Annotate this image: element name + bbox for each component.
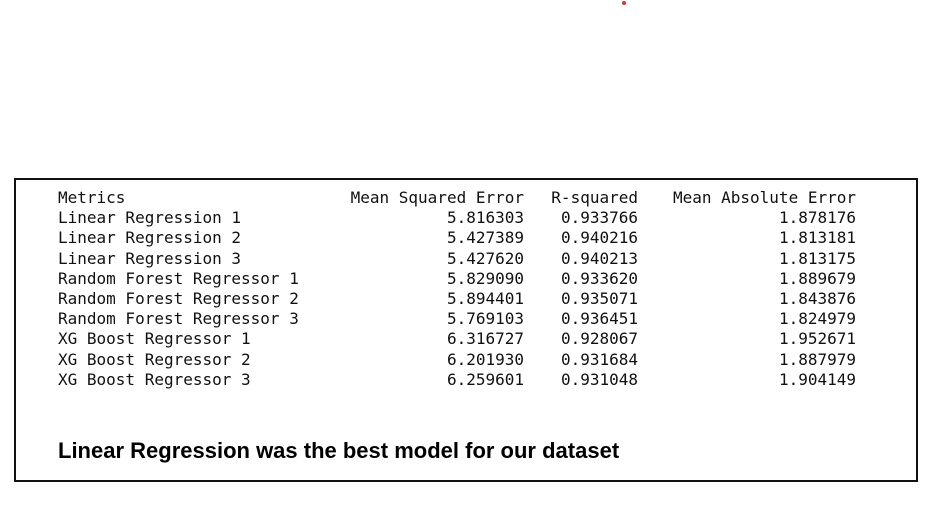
table-row: XG Boost Regressor 1 6.316727 0.928067 1… bbox=[58, 329, 856, 349]
mse-value: 6.259601 bbox=[446, 369, 524, 389]
r-squared-value: 0.940213 bbox=[560, 248, 638, 268]
table-row: Linear Regression 1 5.816303 0.933766 1.… bbox=[58, 208, 856, 228]
r-squared-value: 0.933620 bbox=[560, 268, 638, 288]
r-squared-value: 0.936451 bbox=[560, 309, 638, 329]
model-name: XG Boost Regressor 3 bbox=[58, 369, 251, 389]
mse-value: 5.894401 bbox=[446, 289, 524, 309]
model-name: XG Boost Regressor 2 bbox=[58, 349, 251, 369]
conclusion-text: Linear Regression was the best model for… bbox=[58, 438, 620, 463]
model-name: Random Forest Regressor 2 bbox=[58, 289, 299, 309]
mae-value: 1.952671 bbox=[778, 329, 856, 349]
header-metrics: Metrics bbox=[58, 188, 126, 207]
metrics-table: Metrics Mean Squared Error R-squared Mea… bbox=[58, 188, 856, 390]
r-squared-value: 0.940216 bbox=[560, 228, 638, 248]
table-row: XG Boost Regressor 2 6.201930 0.931684 1… bbox=[58, 350, 856, 370]
table-row: Linear Regression 3 5.427620 0.940213 1.… bbox=[58, 249, 856, 269]
mae-value: 1.843876 bbox=[778, 289, 856, 309]
mse-value: 5.769103 bbox=[446, 309, 524, 329]
mse-value: 6.316727 bbox=[446, 329, 524, 349]
mae-value: 1.824979 bbox=[778, 309, 856, 329]
model-name: Linear Regression 3 bbox=[58, 248, 242, 268]
mae-value: 1.813181 bbox=[778, 228, 856, 248]
header-r-squared: R-squared bbox=[551, 188, 638, 207]
mse-value: 5.816303 bbox=[446, 208, 524, 228]
model-name: Random Forest Regressor 3 bbox=[58, 309, 299, 329]
mae-value: 1.889679 bbox=[778, 268, 856, 288]
mae-value: 1.813175 bbox=[778, 248, 856, 268]
r-squared-value: 0.928067 bbox=[560, 329, 638, 349]
table-row: XG Boost Regressor 3 6.259601 0.931048 1… bbox=[58, 370, 856, 390]
model-name: Linear Regression 2 bbox=[58, 228, 242, 248]
mae-value: 1.887979 bbox=[778, 349, 856, 369]
mae-value: 1.904149 bbox=[778, 369, 856, 389]
table-header-row: Metrics Mean Squared Error R-squared Mea… bbox=[58, 188, 856, 208]
r-squared-value: 0.931048 bbox=[560, 369, 638, 389]
mse-value: 5.427389 bbox=[446, 228, 524, 248]
r-squared-value: 0.931684 bbox=[560, 349, 638, 369]
red-dot-marker bbox=[622, 1, 626, 5]
header-mse: Mean Squared Error bbox=[350, 188, 524, 207]
model-name: XG Boost Regressor 1 bbox=[58, 329, 251, 349]
mse-value: 5.427620 bbox=[446, 248, 524, 268]
header-mae: Mean Absolute Error bbox=[672, 188, 856, 207]
mae-value: 1.878176 bbox=[778, 208, 856, 228]
table-row: Random Forest Regressor 1 5.829090 0.933… bbox=[58, 269, 856, 289]
mse-value: 6.201930 bbox=[446, 349, 524, 369]
model-name: Random Forest Regressor 1 bbox=[58, 268, 299, 288]
r-squared-value: 0.933766 bbox=[560, 208, 638, 228]
r-squared-value: 0.935071 bbox=[560, 289, 638, 309]
results-panel: Metrics Mean Squared Error R-squared Mea… bbox=[14, 178, 918, 482]
table-row: Random Forest Regressor 2 5.894401 0.935… bbox=[58, 289, 856, 309]
mse-value: 5.829090 bbox=[446, 268, 524, 288]
table-row: Linear Regression 2 5.427389 0.940216 1.… bbox=[58, 228, 856, 248]
model-name: Linear Regression 1 bbox=[58, 208, 242, 228]
table-row: Random Forest Regressor 3 5.769103 0.936… bbox=[58, 309, 856, 329]
